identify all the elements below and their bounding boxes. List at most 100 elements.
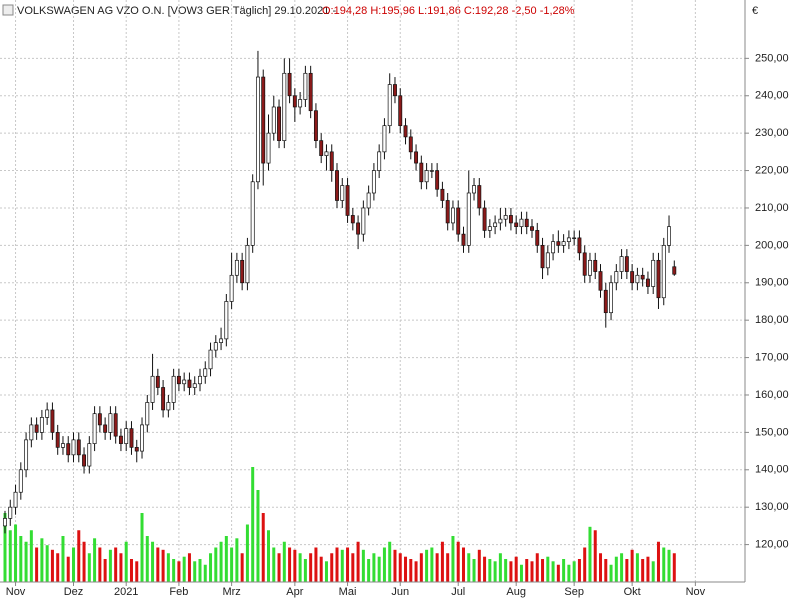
candle-body [603,289,608,314]
volume-bar [567,564,571,582]
volume-bar [614,556,618,582]
candle-body [477,185,482,209]
candle-body [155,375,160,388]
candle-body [282,72,287,141]
x-tick-label: Apr [286,586,303,598]
candle-body [445,200,450,224]
candle-body [118,435,123,444]
volume-bar [651,561,655,582]
volume-bar [372,553,376,582]
volume-bar [267,530,270,582]
candle-body [176,375,181,385]
y-tick-label: 120,00 [755,539,789,551]
candle-body [187,379,192,388]
candle-body [461,233,466,246]
volume-bar [235,538,239,582]
candle-body [203,368,208,377]
volume-bar [609,564,613,582]
y-tick-label: 220,00 [755,164,789,176]
volume-bar [314,547,318,582]
volume-bar [446,553,450,582]
candle-body [329,151,334,171]
candle-body [39,417,44,433]
volume-bar [166,553,170,582]
x-tick-label: Dez [64,586,84,598]
x-tick-label: Jul [451,586,465,598]
candle-body [324,151,329,156]
volume-bar [3,513,7,582]
candle-body [24,439,29,471]
volume-bar [224,536,228,582]
volume-bar [161,549,165,582]
candle-body [166,402,171,411]
candle-body [377,151,382,171]
volume-bar [409,559,413,582]
candle-body [129,428,134,448]
volume-bar [72,547,76,582]
candle-body [250,181,255,246]
candle-body [145,402,150,426]
candle-body [150,375,155,403]
candle-body [588,259,592,276]
candle-body [340,185,345,201]
candle-body [182,379,187,385]
currency-label: € [752,5,758,17]
y-tick-label: 160,00 [755,389,789,401]
candle-body [171,375,176,403]
candle-body [161,387,166,411]
volume-bar [77,530,81,582]
candle-body [292,95,297,108]
volume-bar [135,561,139,582]
candle-body [45,409,50,418]
candle-body [519,218,524,228]
candle-body [261,76,266,164]
candle-body [619,256,624,272]
candle-body [66,443,71,456]
candle-body [298,99,303,108]
quote-text: O:194,28 H:195,96 L:191,86 C:192,28 -2,5… [322,5,575,17]
candle-body [61,443,65,448]
volume-bar [583,547,587,582]
volume-bar [467,553,471,582]
volume-bar [577,559,581,582]
x-tick-label: 2021 [114,586,138,598]
candle-body [614,271,619,284]
candle-body [271,106,276,134]
volume-bar [519,564,523,582]
volume-bar [29,530,33,582]
volume-bar [24,541,28,582]
candle-body [593,259,598,272]
volume-bar [419,553,423,582]
volume-bar [588,526,592,582]
candle-body [645,278,650,287]
candle-body [382,125,387,153]
volume-bar [82,541,86,582]
volume-bar [551,561,555,582]
volume-bar [140,513,144,582]
volume-bar [114,547,118,582]
volume-bar [277,553,281,582]
candle-body [387,84,392,127]
candle-body [134,446,139,452]
candle-body [34,424,39,433]
volume-bar [514,556,518,582]
candle-body [551,241,556,254]
volume-bar [356,541,360,582]
candle-body [224,301,229,340]
volume-bar [193,561,197,582]
volume-bar [98,547,102,582]
candle-body [609,282,614,314]
candle-body [661,245,666,299]
x-tick-label: Aug [506,586,526,598]
volume-bar [456,541,460,582]
volume-bar [230,547,234,582]
volume-bar [672,553,676,582]
volume-bar [525,559,529,582]
volume-bar [209,553,213,582]
candle-body [245,245,250,284]
candle-body [229,274,234,302]
y-tick-label: 230,00 [755,127,789,139]
volume-bar [635,553,639,582]
candle-body [71,439,76,456]
